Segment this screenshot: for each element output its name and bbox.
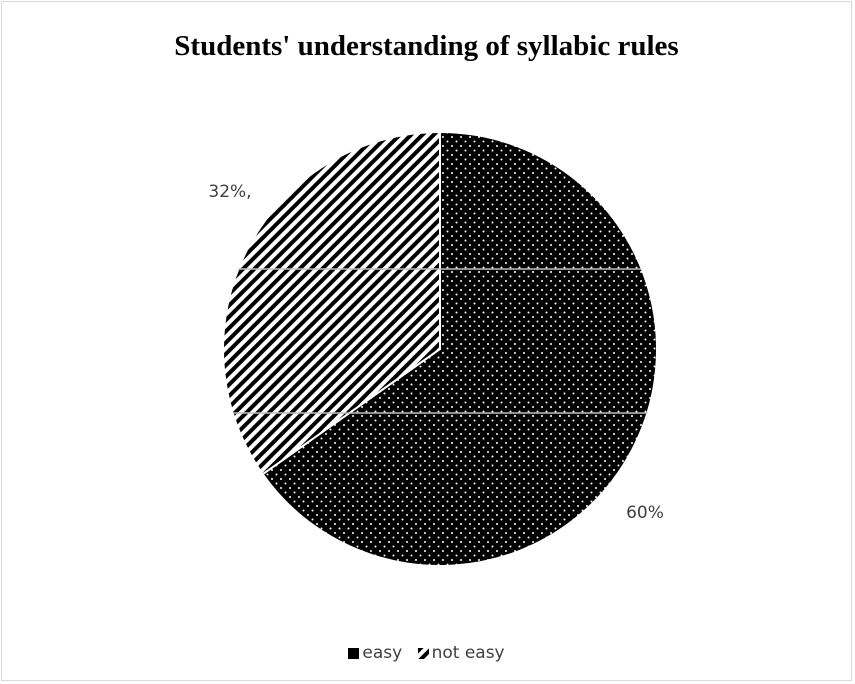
- legend-label-not-easy: not easy: [431, 643, 505, 663]
- pie-slice-easy: [261, 130, 658, 567]
- legend-swatch-easy: [348, 647, 360, 659]
- legend-label-easy: easy: [362, 643, 403, 663]
- legend-item-not-easy: not easy: [417, 643, 505, 663]
- chart-title: Students' understanding of syllabic rule…: [174, 30, 679, 62]
- legend-item-easy: easy: [348, 643, 402, 663]
- data-label-easy: 60%: [626, 503, 664, 523]
- legend-swatch-not-easy: [417, 647, 429, 659]
- pie-slice-not-easy: [222, 130, 441, 476]
- data-label-not-easy: 32%,: [208, 182, 251, 202]
- legend: easy not easy: [0, 643, 853, 664]
